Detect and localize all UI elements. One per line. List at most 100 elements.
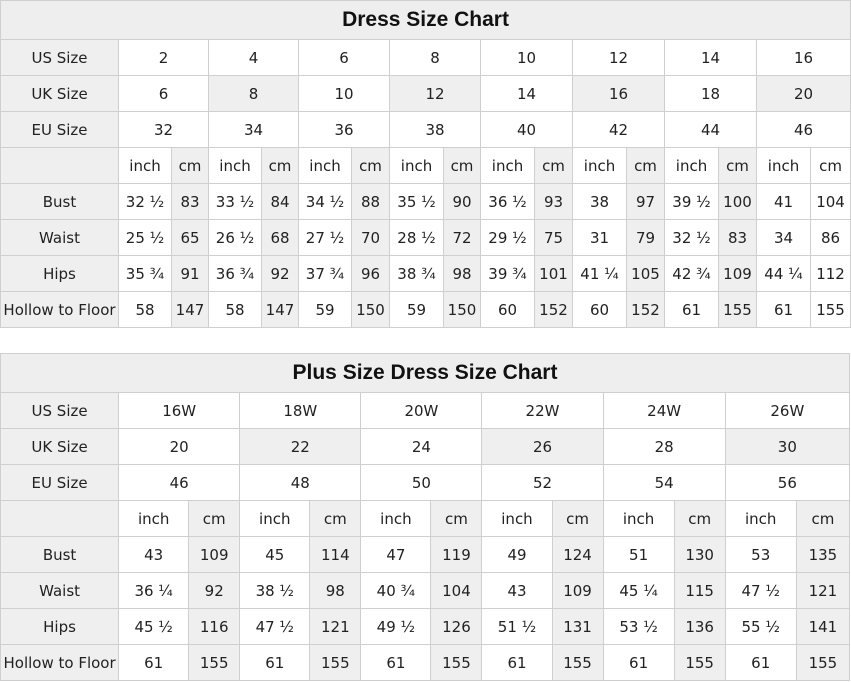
uk-size-cell: 26 [481,428,604,465]
cm-value: 105 [626,255,665,292]
us-size-cell: 16 [755,39,851,76]
inch-value: 40 ¾ [360,572,432,609]
inch-value: 35 ¾ [118,255,172,292]
row-label: US Size [0,39,119,76]
uk-size-cell: 10 [298,75,390,112]
cm-value: 119 [430,536,483,573]
row-label: Bust [0,183,119,220]
title-row: Dress Size Chart [0,0,851,40]
inch-value: 61 [756,291,811,328]
us-size-cell: 10 [480,39,573,76]
measurement-row: Waist 25 ½ 65 26 ½ 68 27 ½ 70 28 ½ 72 29 ½ 75 31 79 3… [0,219,851,256]
row-label: Hollow to Floor [0,644,120,681]
row-label: Hips [0,255,119,292]
inch-value: 60 [480,291,535,328]
unit-cm-header: cm [809,147,851,184]
inch-value: 35 ½ [389,183,444,220]
inch-value: 61 [724,644,797,681]
unit-inch-header: inch [208,147,262,184]
unit-cm-header: cm [795,500,851,537]
row-label: EU Size [0,464,120,501]
cm-value: 155 [673,644,726,681]
inch-value: 45 ½ [118,608,190,645]
unit-inch-header: inch [664,147,719,184]
unit-cm-header: cm [626,147,665,184]
cm-value: 109 [718,255,757,292]
inch-value: 31 [572,219,627,256]
unit-cm-header: cm [551,500,604,537]
unit-cm-header: cm [171,147,209,184]
inch-value: 51 [602,536,675,573]
inch-value: 45 [239,536,311,573]
unit-cm-header: cm [309,500,362,537]
us-size-cell: 14 [664,39,757,76]
cm-value: 90 [443,183,481,220]
uk-size-cell: 20 [755,75,851,112]
cm-value: 91 [171,255,209,292]
eu-size-cell: 38 [389,111,481,148]
cm-value: 141 [795,608,851,645]
inch-value: 36 ¼ [118,572,190,609]
inch-value: 49 ½ [360,608,432,645]
cm-value: 83 [171,183,209,220]
inch-value: 61 [118,644,190,681]
cm-value: 114 [309,536,362,573]
inch-value: 53 ½ [602,608,675,645]
unit-inch-header: inch [481,500,553,537]
inch-value: 55 ½ [724,608,797,645]
uk-size-row: UK Size 20 22 24 26 28 30 [0,428,851,465]
inch-value: 61 [481,644,553,681]
cm-value: 124 [551,536,604,573]
eu-size-cell: 42 [572,111,665,148]
cm-value: 97 [626,183,665,220]
unit-inch-header: inch [724,500,797,537]
cm-value: 75 [534,219,573,256]
measurement-row: Hollow to Floor 61 155 61 155 61 155 61 155 61 155… [0,644,851,681]
us-size-cell: 26W [724,392,851,429]
us-size-cell: 20W [360,392,483,429]
inch-value: 43 [481,572,553,609]
cm-value: 150 [351,291,390,328]
inch-value: 58 [118,291,172,328]
cm-value: 104 [430,572,483,609]
inch-value: 61 [664,291,719,328]
cm-value: 135 [795,536,851,573]
cm-value: 130 [673,536,726,573]
unit-inch-header: inch [118,147,172,184]
uk-size-cell: 8 [208,75,299,112]
cm-value: 147 [261,291,299,328]
uk-size-cell: 14 [480,75,573,112]
cm-value: 68 [261,219,299,256]
cm-value: 79 [626,219,665,256]
uk-size-cell: 16 [572,75,665,112]
unit-cm-header: cm [443,147,481,184]
cm-value: 155 [309,644,362,681]
row-label-empty [0,500,120,537]
uk-size-cell: 24 [360,428,483,465]
inch-value: 38 ½ [239,572,311,609]
dress-size-chart-table: Dress Size Chart US Size 2 4 6 8 10 12 14 16 UK Si… [0,0,851,328]
eu-size-cell: 50 [360,464,483,501]
cm-value: 115 [673,572,726,609]
inch-value: 60 [572,291,627,328]
inch-value: 34 [756,219,811,256]
row-label: UK Size [0,75,119,112]
us-size-row: US Size 2 4 6 8 10 12 14 16 [0,39,851,76]
unit-inch-header: inch [118,500,190,537]
row-label: Waist [0,572,120,609]
inch-value: 59 [298,291,352,328]
inch-value: 33 ½ [208,183,262,220]
cm-value: 112 [809,255,851,292]
unit-inch-header: inch [298,147,352,184]
us-size-cell: 8 [389,39,481,76]
unit-inch-header: inch [480,147,535,184]
inch-value: 36 ½ [480,183,535,220]
cm-value: 84 [261,183,299,220]
inch-value: 43 [118,536,190,573]
uk-size-cell: 20 [118,428,241,465]
title-row: Plus Size Dress Size Chart [0,353,850,393]
us-size-cell: 12 [572,39,665,76]
uk-size-cell: 28 [602,428,726,465]
eu-size-cell: 40 [480,111,573,148]
